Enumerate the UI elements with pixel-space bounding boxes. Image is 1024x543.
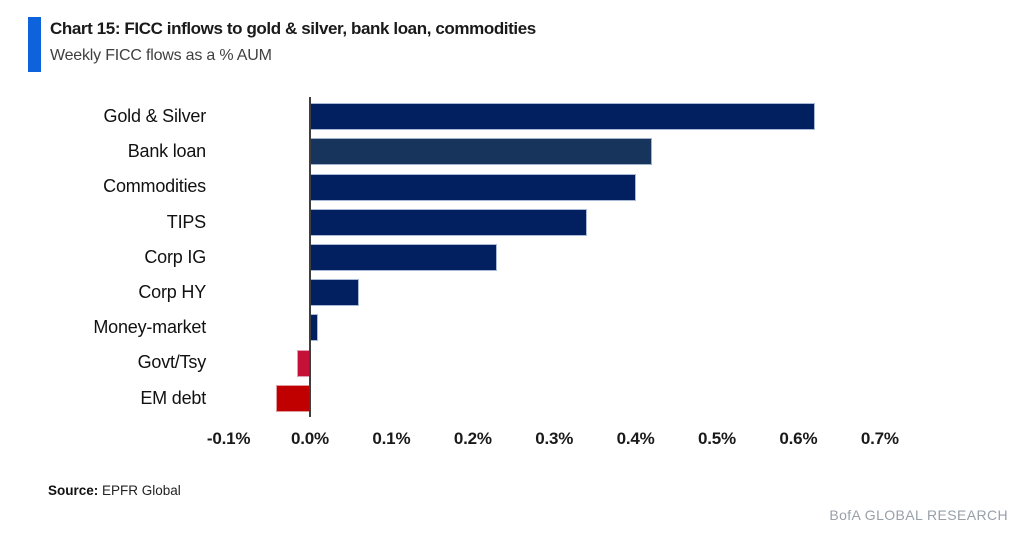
- x-tick-label: 0.7%: [860, 429, 899, 448]
- bar: [310, 280, 358, 306]
- x-tick-label: -0.1%: [206, 429, 251, 448]
- x-tick-label: 0.3%: [535, 429, 574, 448]
- x-tick-label: 0.5%: [698, 429, 736, 448]
- brand-attribution: BofA GLOBAL RESEARCH: [829, 507, 1008, 523]
- source-line: Source: EPFR Global: [48, 483, 181, 498]
- x-tick-label: 0.2%: [453, 429, 492, 448]
- x-tick-label: 0.4%: [616, 429, 655, 448]
- source-value: EPFR Global: [98, 483, 181, 498]
- source-label: Source:: [48, 483, 99, 498]
- category-label: TIPS: [166, 211, 206, 232]
- zero-axis-line: [309, 97, 311, 417]
- category-label: Bank loan: [127, 141, 206, 162]
- bar: [310, 104, 814, 130]
- x-tick-label: 0.1%: [372, 429, 411, 448]
- category-label: Govt/Tsy: [137, 352, 207, 373]
- bar: [310, 244, 497, 270]
- chart-subtitle: Weekly FICC flows as a % AUM: [50, 47, 272, 64]
- category-label: Gold & Silver: [103, 106, 207, 126]
- title-accent-bar: [28, 17, 41, 72]
- bar: [277, 385, 309, 411]
- category-label: Commodities: [103, 176, 206, 197]
- bar: [310, 139, 651, 165]
- bar: [310, 315, 318, 341]
- bar: [310, 209, 586, 235]
- bar: [310, 174, 635, 200]
- category-label: Money-market: [93, 317, 206, 338]
- category-label: Corp IG: [144, 246, 206, 267]
- category-label: Corp HY: [138, 282, 206, 302]
- chart-title: Chart 15: FICC inflows to gold & silver,…: [50, 19, 536, 38]
- x-tick-label: 0.0%: [291, 429, 329, 448]
- x-tick-label: 0.6%: [779, 429, 818, 448]
- bar: [297, 350, 309, 376]
- category-label: EM debt: [140, 387, 206, 408]
